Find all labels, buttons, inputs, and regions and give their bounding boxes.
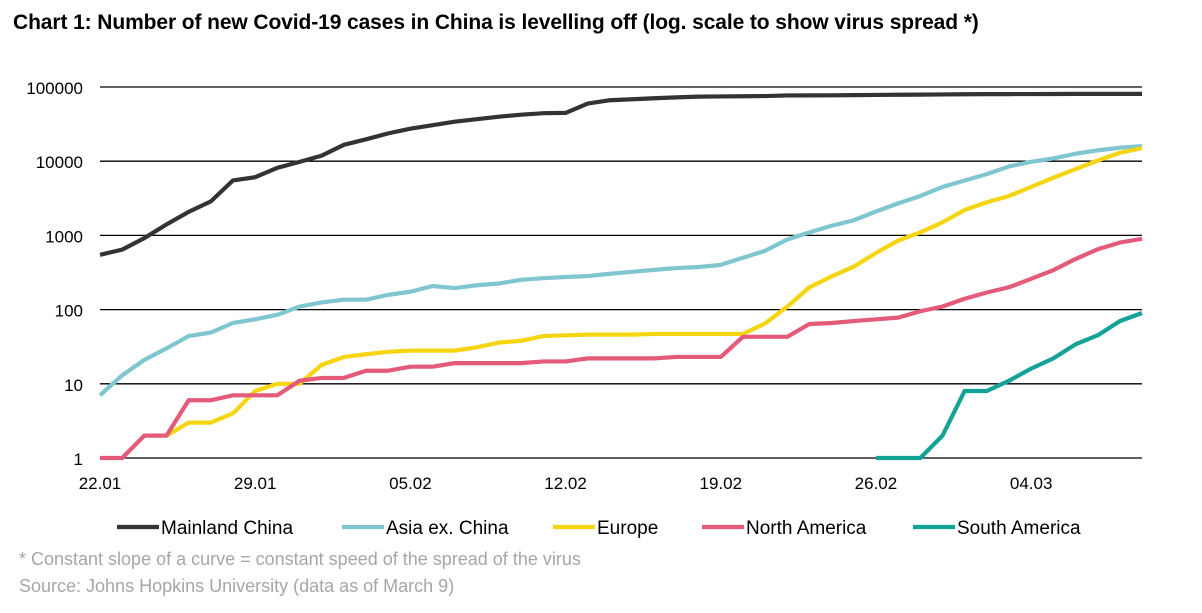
y-tick-label: 10000 — [36, 153, 83, 172]
y-tick-label: 10 — [64, 376, 83, 395]
y-tick-label: 100000 — [26, 79, 83, 98]
chart-gridlines — [100, 86, 1142, 459]
x-tick-label: 29.01 — [234, 474, 277, 493]
series-line-mainland-china — [99, 91, 1143, 257]
chart-title: Chart 1: Number of new Covid-19 cases in… — [13, 11, 979, 34]
x-tick-label: 19.02 — [699, 474, 742, 493]
chart-legend: Mainland China Asia ex. China Europe North … — [117, 518, 1081, 539]
series-line-asia-ex-china — [98, 143, 1143, 397]
chart-series-lines — [98, 91, 1143, 461]
x-tick-label: 22.01 — [79, 474, 122, 493]
legend-label: South America — [957, 518, 1081, 539]
legend-label: Europe — [597, 518, 658, 539]
footnote: * Constant slope of a curve = constant s… — [19, 549, 581, 569]
series-line-south-america — [875, 311, 1143, 461]
x-axis-tick-labels: 22.01 29.01 05.02 12.02 19.02 26.02 04.03 — [79, 474, 1053, 493]
series-line-europe — [165, 146, 1143, 438]
x-tick-label: 05.02 — [389, 474, 432, 493]
x-tick-label: 04.03 — [1010, 474, 1053, 493]
x-tick-label: 12.02 — [544, 474, 587, 493]
y-tick-label: 1000 — [45, 227, 83, 246]
x-tick-label: 26.02 — [855, 474, 898, 493]
y-tick-label: 1 — [74, 450, 83, 469]
legend-label: Mainland China — [161, 518, 293, 539]
series-line-north-america — [100, 236, 1143, 461]
legend-label: North America — [746, 518, 867, 539]
legend-label: Asia ex. China — [386, 518, 509, 539]
source-note: Source: Johns Hopkins University (data a… — [19, 576, 455, 596]
y-tick-label: 100 — [55, 302, 83, 321]
y-axis-tick-labels: 1 10 100 1000 10000 100000 — [26, 79, 83, 469]
